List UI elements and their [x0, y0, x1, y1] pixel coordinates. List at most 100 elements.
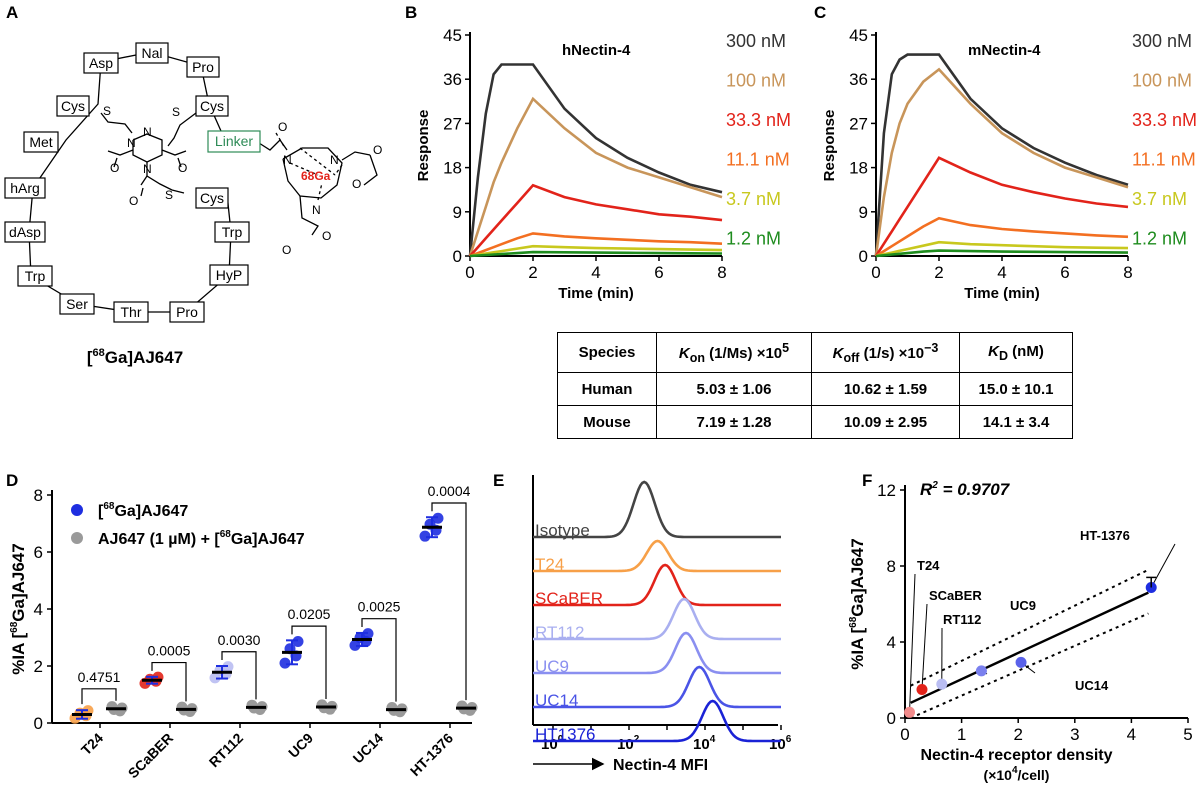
atom-o-8: O [322, 229, 331, 243]
atom-o-1: O [110, 161, 119, 175]
point-label: T24 [917, 558, 940, 573]
residue-pro-2: Pro [170, 302, 204, 322]
x-axis-label: Nectin-4 receptor density [920, 747, 1112, 764]
residue-ser: Ser [60, 294, 94, 314]
legend-label: 1.2 nM [726, 229, 781, 249]
atom-n-4: N [283, 153, 292, 167]
y-tick-label: 2 [34, 657, 43, 676]
svg-text:Cys: Cys [61, 98, 85, 114]
data-point-blocked [107, 701, 118, 712]
residue-cys-3: Cys [196, 188, 228, 208]
y-tick-label: 0 [34, 714, 43, 733]
data-point [936, 679, 947, 690]
residue-met: Met [24, 132, 58, 152]
svg-text:Cys: Cys [200, 98, 224, 114]
panel-label-b: B [405, 3, 417, 22]
svg-text:Asp: Asp [89, 55, 113, 71]
x-tick-label: 4 [591, 263, 600, 282]
residue-thr: Thr [114, 302, 148, 322]
chart-title: mNectin-4 [968, 42, 1041, 59]
histogram-label: T24 [535, 555, 564, 574]
y-axis-label: Response [821, 110, 838, 182]
point-label: HT-1376 [1080, 528, 1130, 543]
data-point-blocked [457, 701, 468, 712]
category-label: UC14 [349, 730, 386, 767]
table-header-kon: Kon (1/Ms) ×105 [657, 333, 812, 373]
series-line [470, 185, 722, 256]
y-tick-label: 9 [859, 203, 868, 222]
x-tick-label: 0 [871, 263, 880, 282]
residue-linker: Linker [208, 131, 260, 152]
residue-dasp: dAsp [5, 222, 45, 242]
category-label: RT112 [206, 730, 247, 771]
panel-label-f: F [862, 471, 872, 490]
legend-marker [71, 532, 83, 544]
panel-label-e: E [493, 471, 504, 490]
atom-o-2: O [178, 161, 187, 175]
x-axis-label: Time (min) [558, 285, 634, 302]
histogram [533, 541, 781, 571]
residue-trp-1: Trp [18, 266, 52, 286]
y-tick-label: 36 [443, 70, 462, 89]
atom-s-2: S [172, 105, 180, 119]
category-label: UC9 [285, 730, 316, 761]
data-point-blocked [247, 700, 258, 711]
data-point-blocked [177, 702, 188, 713]
kinetics-table: Species Kon (1/Ms) ×105 Koff (1/s) ×10−3… [557, 332, 1073, 439]
series-line [470, 99, 722, 256]
point-label: RT112 [943, 612, 981, 627]
histogram-label: HT1376 [535, 725, 595, 744]
atom-o-4: O [278, 120, 287, 134]
table-header-koff: Koff (1/s) ×10−3 [812, 333, 960, 373]
p-value: 0.0005 [148, 643, 191, 659]
x-tick-label: 6 [1060, 263, 1069, 282]
legend-label: 33.3 nM [726, 110, 791, 130]
atom-s-1: S [103, 104, 111, 118]
p-value: 0.0004 [428, 483, 471, 499]
svg-text:Pro: Pro [192, 59, 214, 75]
svg-text:HyP: HyP [216, 267, 242, 283]
y-tick-label: 12 [877, 481, 896, 500]
confidence-band-lower [911, 614, 1149, 719]
panel-label-d: D [6, 471, 18, 490]
svg-text:Trp: Trp [25, 268, 46, 284]
legend-label: 100 nM [1132, 71, 1192, 91]
residue-pro-1: Pro [187, 57, 219, 77]
compound-name: [68Ga]AJ647 [87, 347, 183, 367]
x-tick-label: 1 [957, 725, 966, 744]
svg-text:Met: Met [29, 134, 52, 150]
point-label: SCaBER [929, 588, 982, 603]
svg-text:Thr: Thr [121, 304, 142, 320]
category-label: SCaBER [125, 730, 176, 781]
panel-label-a: A [6, 3, 18, 22]
x-tick-label: 6 [654, 263, 663, 282]
y-tick-label: 27 [443, 114, 462, 133]
atom-o-7: O [282, 243, 291, 257]
y-tick-label: 8 [34, 486, 43, 505]
atom-o-6: O [373, 143, 382, 157]
x-tick-label: 8 [1123, 263, 1132, 282]
x-tick-label: 104 [693, 734, 716, 753]
residue-cys-2: Cys [196, 96, 228, 116]
legend-label: [68Ga]AJ647 [98, 501, 188, 520]
legend-label: 11.1 nM [1132, 150, 1196, 170]
series-line [876, 55, 1128, 256]
leader-line [1151, 544, 1175, 587]
residue-hyp: HyP [210, 265, 248, 285]
data-point-blocked [387, 702, 398, 713]
p-value: 0.0030 [218, 632, 261, 648]
table-header-species: Species [558, 333, 657, 373]
data-point [916, 684, 927, 695]
category-label: HT-1376 [407, 730, 456, 779]
svg-text:Trp: Trp [222, 224, 243, 240]
x-tick-label: 106 [769, 734, 792, 753]
p-value: 0.0025 [358, 599, 401, 615]
legend-label: 300 nM [1132, 31, 1192, 51]
y-tick-label: 45 [849, 26, 868, 45]
x-axis-label-units: (×104/cell) [984, 765, 1050, 783]
table-header-kd: KD (nM) [960, 333, 1073, 373]
histogram-label: UC9 [535, 657, 569, 676]
histogram-label: Isotype [535, 521, 590, 540]
